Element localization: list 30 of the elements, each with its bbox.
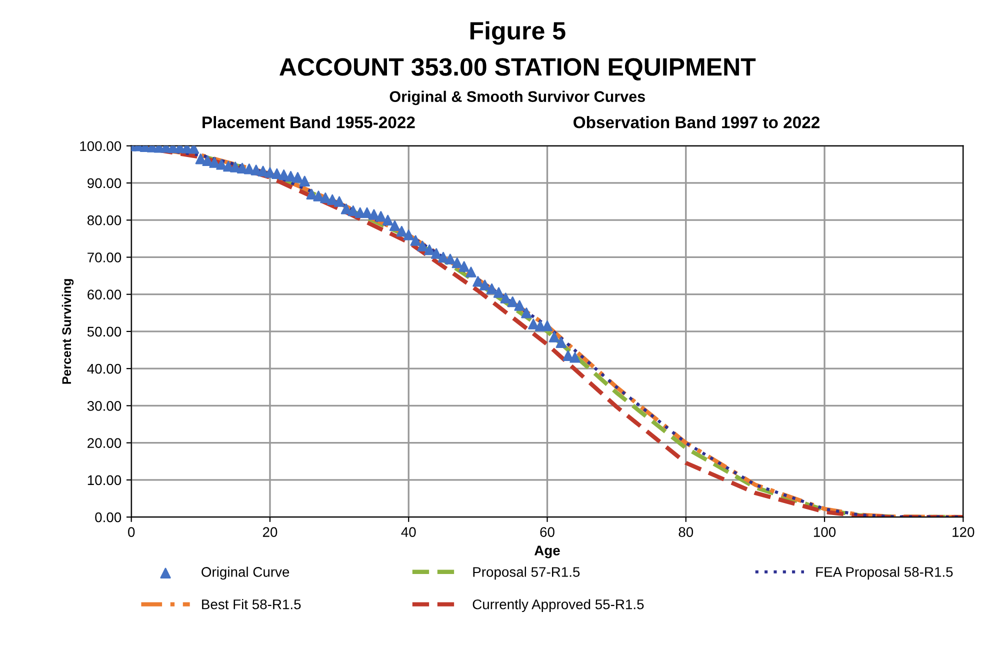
y-tick-label: 50.00 [87,326,122,337]
y-tick-label: 40.00 [87,364,122,374]
y-tick-label: 90.00 [88,178,122,188]
y-tick-label: 20.00 [88,438,122,448]
text: Original & Smooth Survivor Curves [390,90,645,106]
x-tick-label: 80 [678,527,694,537]
y-tick-label: 70.00 [88,252,122,262]
chart-title: Figure 5 [470,21,566,45]
legend-label: Proposal 57-R1.5 [473,566,580,580]
y-tick-label: 60.00 [88,290,122,300]
text: Observation Band 1997 to 2022 [574,116,820,128]
y-tick-label: 30.00 [87,401,122,411]
y-tick-label: 80.00 [87,215,122,226]
y-tick-label: 100.00 [80,141,122,152]
x-axis-title: Age [534,546,560,558]
chart-subtitle: ACCOUNT 353.00 STATION EQUIPMENT [280,58,756,80]
x-tick-label: 120 [952,527,974,537]
legend-label: Original Curve [202,566,290,580]
legend-label: FEA Proposal 58-R1.5 [816,566,953,580]
x-tick-label: 40 [401,527,416,537]
text: Placement Band 1955-2022 [202,116,415,128]
legend-label: Best Fit 58-R1.5 [202,599,301,610]
y-axis-title: Percent Surviving [62,279,74,384]
x-tick-label: 0 [128,527,135,537]
legend-label: Currently Approved 55-R1.5 [472,599,644,612]
x-tick-label: 20 [262,527,278,537]
y-tick-label: 10.00 [88,475,122,486]
x-tick-label: 60 [540,527,554,537]
y-tick-label: 0.00 [95,512,122,522]
x-tick-label: 100 [814,527,836,537]
